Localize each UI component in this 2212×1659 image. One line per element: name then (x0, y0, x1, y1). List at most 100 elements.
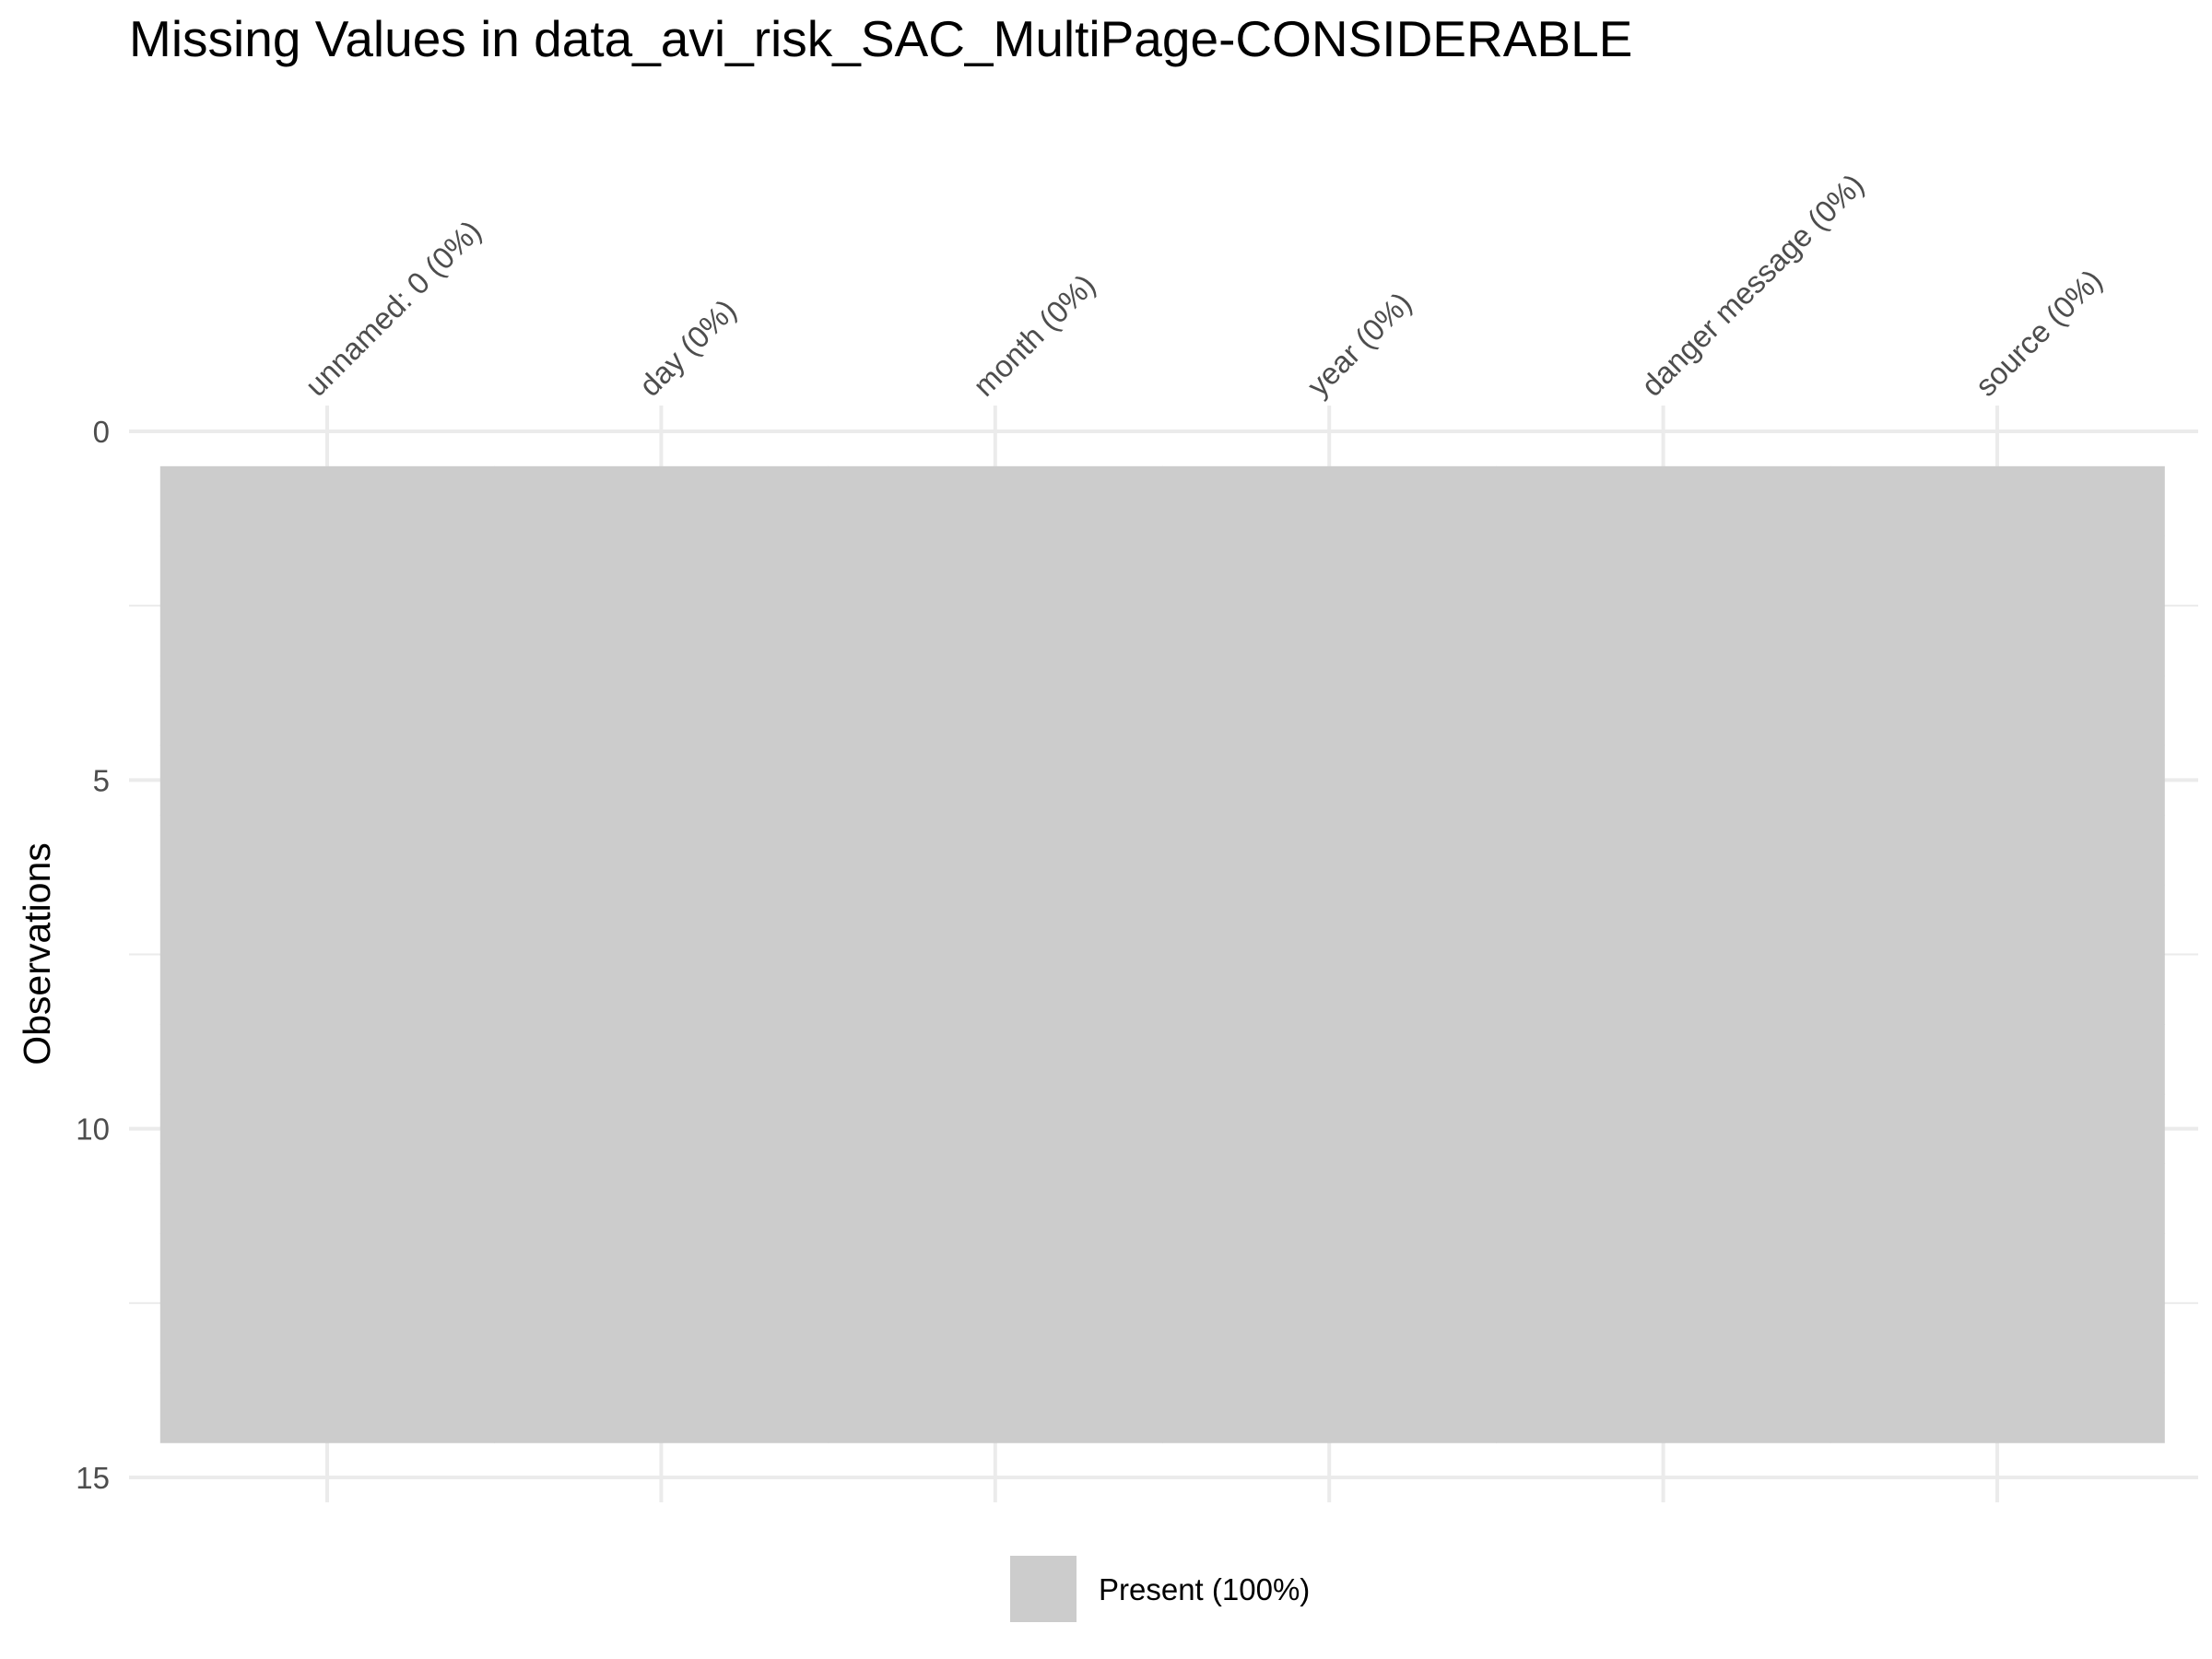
cell-present (159, 675, 495, 747)
cell-present (159, 745, 495, 816)
cell-present (494, 675, 830, 747)
column-label: month (0%) (967, 267, 1102, 403)
cell-present (828, 884, 1163, 956)
cell-present (1830, 954, 2165, 1025)
cell-present (1162, 1024, 1497, 1095)
cell-present (494, 884, 830, 956)
cell-present (159, 606, 495, 677)
cell-present (159, 1163, 495, 1234)
cell-present (828, 675, 1163, 747)
cell-present (1830, 1233, 2165, 1304)
column-label: source (0%) (1969, 263, 2109, 403)
cell-present (828, 954, 1163, 1025)
cell-present (159, 1093, 495, 1165)
cell-present (1830, 606, 2165, 677)
cell-present (828, 535, 1163, 606)
cell-present (1496, 606, 1831, 677)
cell-present (1162, 606, 1497, 677)
cell-present (828, 815, 1163, 886)
cell-present (494, 1163, 830, 1234)
column-label: unnamed: 0 (0%) (299, 214, 488, 403)
cell-present (1496, 1233, 1831, 1304)
cell-present (494, 465, 830, 537)
cell-present (1496, 1024, 1831, 1095)
cell-present (159, 465, 495, 537)
cell-present (159, 884, 495, 956)
cell-present (159, 1302, 495, 1374)
cell-present (1830, 1372, 2165, 1443)
cell-present (1162, 535, 1497, 606)
cell-present (1496, 745, 1831, 816)
cell-present (1162, 1093, 1497, 1165)
cell-present (1162, 675, 1497, 747)
cell-present (1162, 954, 1497, 1025)
cell-present (1162, 1302, 1497, 1374)
cell-present (1496, 465, 1831, 537)
cell-present (494, 1372, 830, 1443)
cell-present (1830, 535, 2165, 606)
cell-present (1830, 675, 2165, 747)
cells (159, 465, 2165, 1443)
cell-present (828, 1163, 1163, 1234)
column-label: year (0%) (1300, 286, 1418, 403)
cell-present (828, 1024, 1163, 1095)
cell-present (1830, 1093, 2165, 1165)
cell-present (1496, 1163, 1831, 1234)
cell-present (1162, 884, 1497, 956)
y-tick-label: 15 (76, 1461, 110, 1495)
cell-present (1162, 1163, 1497, 1234)
cell-present (828, 1233, 1163, 1304)
cell-present (494, 535, 830, 606)
cell-present (1496, 1093, 1831, 1165)
cell-present (494, 606, 830, 677)
cell-present (828, 465, 1163, 537)
cell-present (494, 745, 830, 816)
y-axis-ticks: 0 5 10 15 (76, 415, 110, 1495)
cell-present (494, 1302, 830, 1374)
cell-present (1830, 815, 2165, 886)
cell-present (159, 954, 495, 1025)
cell-present (1496, 1372, 1831, 1443)
cell-present (159, 1372, 495, 1443)
y-tick-label: 0 (93, 415, 110, 449)
cell-present (1830, 884, 2165, 956)
cell-present (494, 1093, 830, 1165)
cell-present (1496, 535, 1831, 606)
cell-present (1496, 815, 1831, 886)
cell-present (1162, 1233, 1497, 1304)
cell-present (1496, 954, 1831, 1025)
cell-present (1830, 745, 2165, 816)
cell-present (828, 1372, 1163, 1443)
column-labels: unnamed: 0 (0%) day (0%) month (0%) year (0… (299, 167, 2109, 403)
y-axis-title: Observations (16, 842, 58, 1065)
cell-present (1162, 745, 1497, 816)
cell-present (1830, 465, 2165, 537)
chart-title: Missing Values in data_avi_risk_SAC_Mult… (129, 10, 1632, 67)
cell-present (1496, 1302, 1831, 1374)
legend-key (1010, 1556, 1077, 1622)
y-tick-label: 5 (93, 763, 110, 797)
legend: Present (100%) (1010, 1556, 1310, 1622)
cell-present (494, 954, 830, 1025)
cell-present (494, 1233, 830, 1304)
cell-present (159, 1024, 495, 1095)
cell-present (828, 1093, 1163, 1165)
column-label: day (0%) (632, 292, 743, 403)
cell-present (1162, 815, 1497, 886)
cell-present (494, 1024, 830, 1095)
cell-present (1162, 1372, 1497, 1443)
cell-present (1162, 465, 1497, 537)
cell-present (828, 745, 1163, 816)
cell-present (1496, 884, 1831, 956)
cell-present (828, 606, 1163, 677)
cell-present (1830, 1302, 2165, 1374)
cell-present (159, 1233, 495, 1304)
column-label: danger message (0%) (1634, 167, 1870, 403)
cell-present (494, 815, 830, 886)
cell-present (159, 815, 495, 886)
cell-present (159, 535, 495, 606)
cell-present (1496, 675, 1831, 747)
legend-label: Present (100%) (1099, 1572, 1310, 1606)
cell-present (828, 1302, 1163, 1374)
